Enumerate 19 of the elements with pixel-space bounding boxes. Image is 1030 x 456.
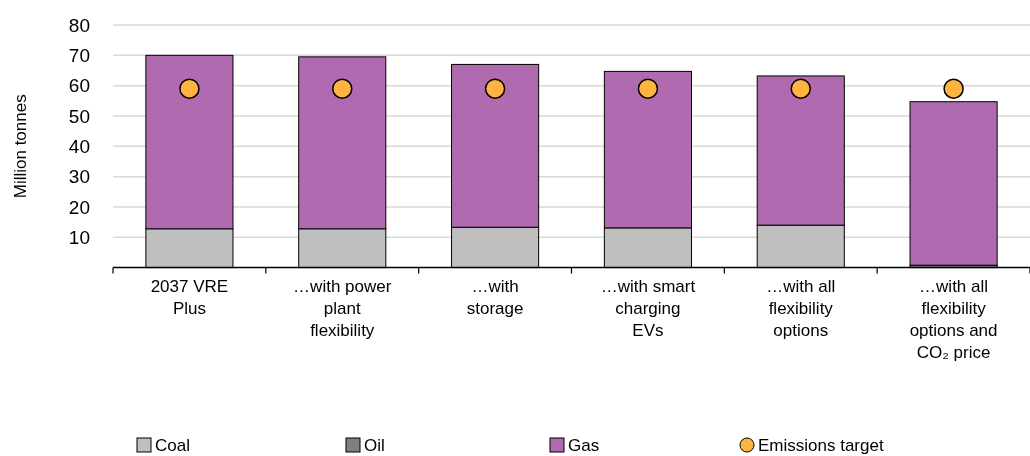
legend-label: Oil [364, 435, 385, 455]
legend-label: Emissions target [758, 435, 884, 455]
y-tick-label: 10 [68, 226, 90, 248]
y-axis-title: Million tonnes [11, 94, 30, 199]
x-tick-label: …with smart charging EVs [600, 277, 696, 340]
y-tick-label: 50 [68, 105, 90, 127]
y-tick-label: 80 [68, 14, 90, 36]
legend-label: Coal [155, 435, 190, 455]
legend-label: Gas [568, 435, 600, 455]
x-tick-label: 2037 VRE Plus [150, 277, 229, 318]
x-tick-label: …with all flexibility options [766, 277, 836, 340]
y-tick-label: 20 [68, 196, 90, 218]
y-tick-label: 40 [68, 135, 90, 157]
y-tick-label: 30 [68, 166, 90, 188]
x-tick-label: …with all flexibility options and CO₂ price [909, 277, 998, 362]
y-tick-label: 60 [68, 75, 90, 97]
x-tick-label: …with power plant flexibility [293, 277, 392, 340]
x-tick-label: …with storage [466, 277, 524, 318]
y-tick-label: 70 [68, 44, 90, 66]
